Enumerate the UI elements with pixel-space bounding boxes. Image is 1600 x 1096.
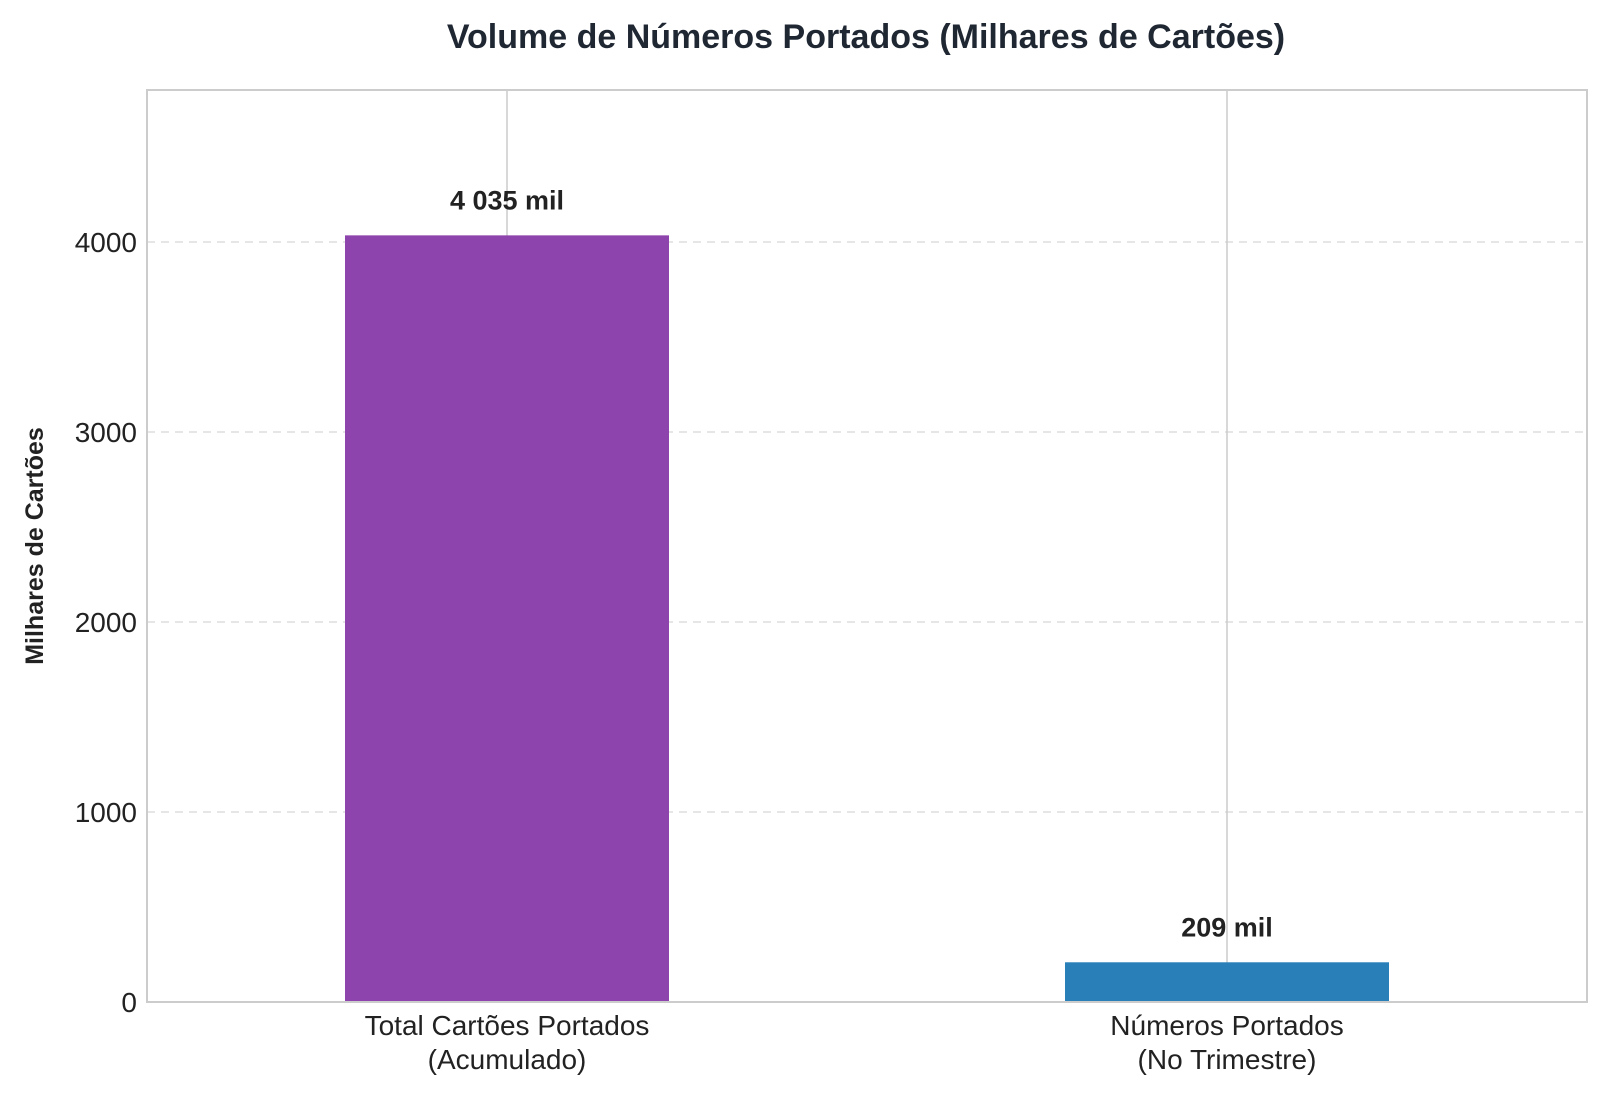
bar [345, 235, 669, 1003]
plot-frame [146, 89, 1588, 1003]
y-tick-label: 1000 [75, 797, 137, 828]
y-tick-label: 3000 [75, 417, 137, 448]
y-tick-label: 0 [121, 987, 137, 1018]
chart-title: Volume de Números Portados (Milhares de … [447, 18, 1285, 56]
y-tick-label: 4000 [75, 227, 137, 258]
x-tick-label-line: (No Trimestre) [1138, 1044, 1317, 1075]
data-label: 4 035 mil [450, 185, 564, 215]
bar [1065, 962, 1389, 1002]
y-tick-label: 2000 [75, 607, 137, 638]
y-axis-ticks: 0 1000 2000 3000 4000 [75, 227, 137, 1018]
y-axis-label: Milhares de Cartões [21, 427, 49, 665]
x-tick-label-line: Números Portados [1110, 1010, 1343, 1041]
x-tick-label-line: (Acumulado) [428, 1044, 587, 1075]
x-tick-label: Números Portados (No Trimestre) [1110, 1010, 1343, 1075]
x-tick-label-line: Total Cartões Portados [365, 1010, 650, 1041]
data-labels: 4 035 mil 209 mil [450, 185, 1273, 942]
data-label: 209 mil [1181, 912, 1273, 942]
x-tick-label: Total Cartões Portados (Acumulado) [365, 1010, 650, 1075]
x-axis-ticks: Total Cartões Portados (Acumulado) Números… [365, 1010, 1344, 1075]
bars [345, 235, 1389, 1003]
